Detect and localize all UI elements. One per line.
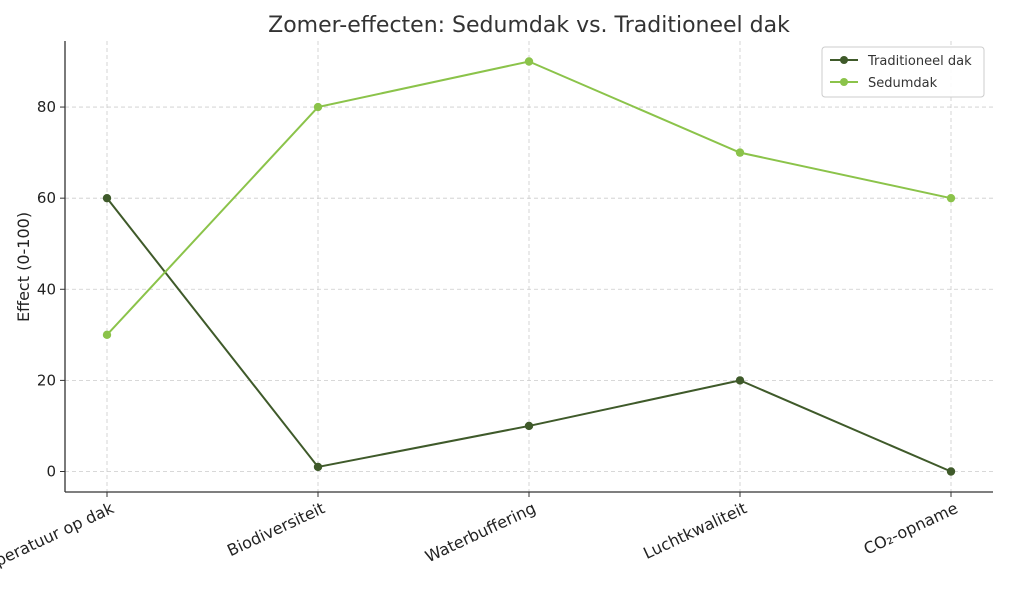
y-tick-label: 0 <box>46 463 56 481</box>
data-point <box>524 421 534 431</box>
legend-box <box>821 46 985 98</box>
x-tick-label: Waterbuffering <box>422 498 539 566</box>
data-point <box>313 462 323 472</box>
axes-layer: 0 20 40 60 80 Temperatuur op dak Biodiversitei… <box>0 41 993 584</box>
data-point <box>946 193 956 203</box>
y-axis-label: Effect (0-100) <box>14 212 33 322</box>
y-tick-label: 80 <box>37 98 56 116</box>
data-point <box>946 467 956 476</box>
data-point <box>524 57 534 66</box>
data-point <box>102 330 112 340</box>
series-0 <box>102 193 956 476</box>
series-layer <box>102 57 956 476</box>
legend: Traditioneel dak Sedumdak <box>821 46 985 98</box>
data-point <box>735 376 745 385</box>
x-tick-label: CO₂-opname <box>861 498 961 558</box>
x-tick-label: Luchtkwaliteit <box>640 498 749 563</box>
legend-label: Sedumdak <box>868 76 938 91</box>
legend-label: Traditioneel dak <box>867 54 972 69</box>
grid-layer <box>65 41 993 492</box>
data-point <box>735 148 745 157</box>
y-tick-label: 40 <box>37 280 56 298</box>
x-tick-label: Biodiversiteit <box>224 498 327 560</box>
x-tick-label: Temperatuur op dak <box>0 498 117 584</box>
series-1 <box>102 57 956 340</box>
y-tick-label: 60 <box>37 189 56 207</box>
data-point <box>313 102 323 112</box>
legend-swatch-marker <box>840 78 848 86</box>
y-tick-label: 20 <box>37 371 56 389</box>
data-point <box>102 193 112 203</box>
legend-swatch-marker <box>840 56 848 64</box>
chart-title: Zomer-effecten: Sedumdak vs. Traditionee… <box>268 13 790 38</box>
